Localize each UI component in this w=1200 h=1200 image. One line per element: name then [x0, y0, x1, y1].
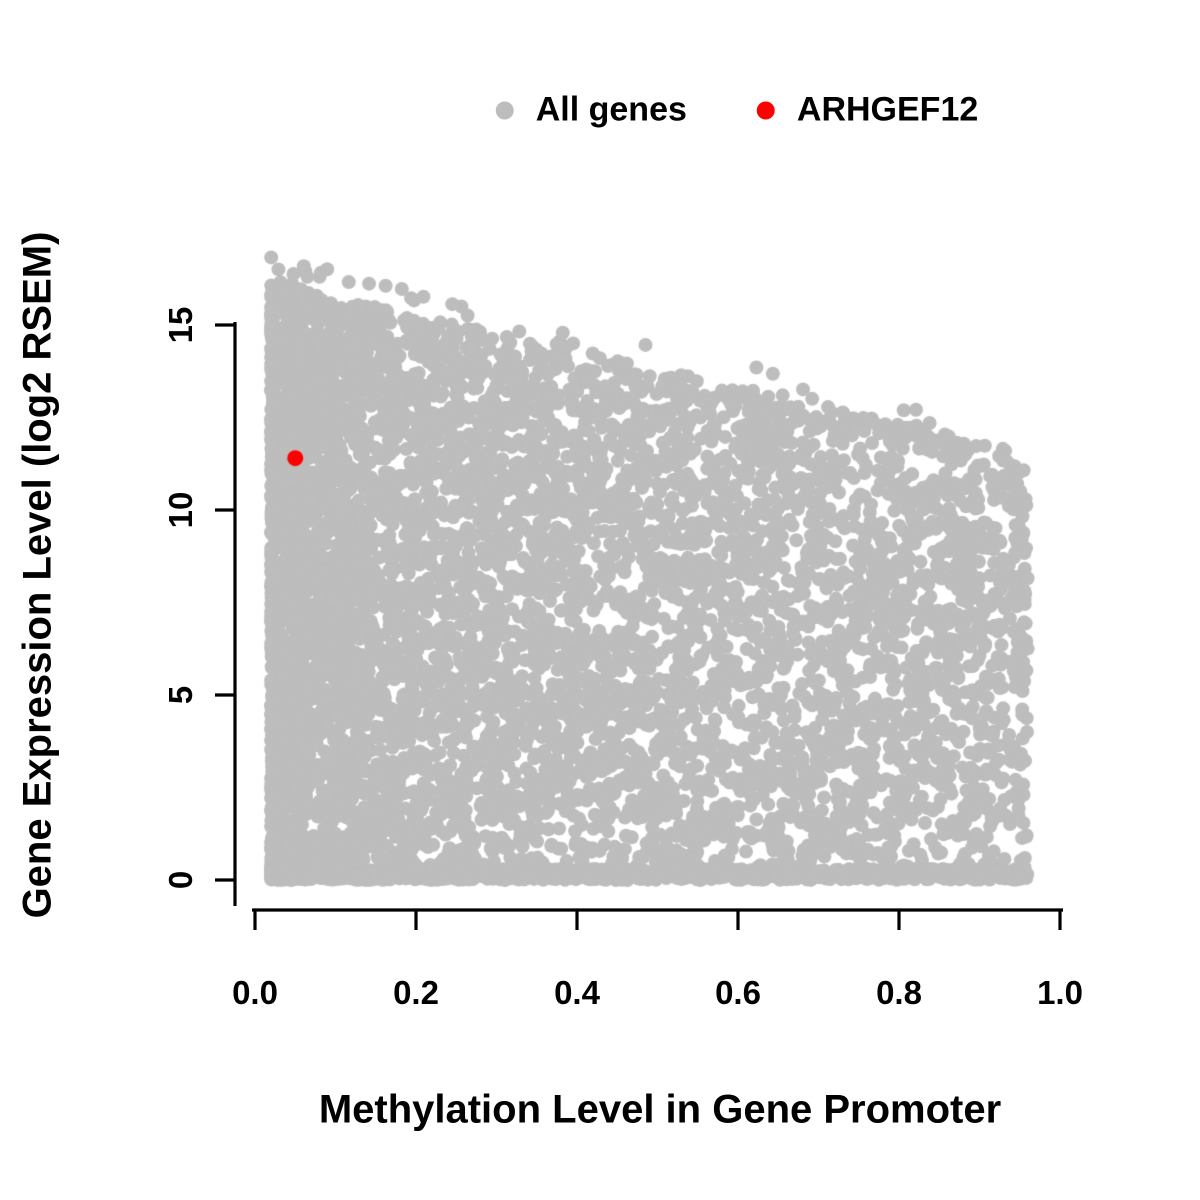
legend-item-all-genes: All genes [495, 90, 687, 130]
legend-label-all-genes: All genes [535, 90, 687, 129]
legend: All genes ARHGEF12 [495, 90, 979, 130]
legend-item-arhgef12: ARHGEF12 [756, 90, 979, 130]
legend-marker-all-genes-icon [495, 101, 514, 119]
legend-marker-arhgef12-icon [756, 101, 775, 119]
x-axis-label: Methylation Level in Gene Promoter [318, 1087, 1002, 1132]
y-axis-label: Gene Expression Level (log2 RSEM) [15, 231, 60, 919]
legend-label-arhgef12: ARHGEF12 [796, 90, 979, 129]
